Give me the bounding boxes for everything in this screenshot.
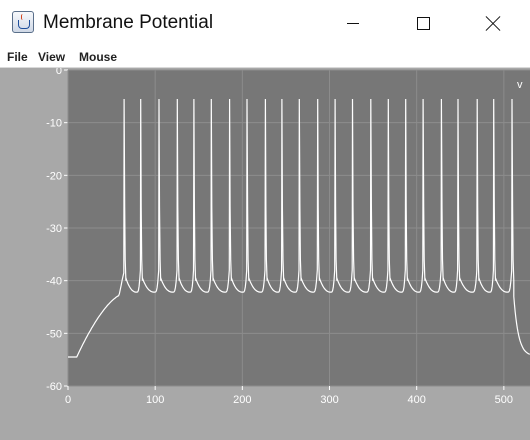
y-tick-label: -20	[46, 170, 62, 182]
x-tick-label: 0	[65, 394, 71, 406]
x-tick-label: 300	[320, 394, 338, 406]
title-bar: Membrane Potential	[0, 0, 530, 46]
close-button[interactable]	[470, 0, 516, 46]
menu-mouse[interactable]: Mouse	[79, 50, 118, 64]
close-icon	[485, 15, 501, 31]
maximize-icon	[416, 16, 430, 30]
y-tick-label: -60	[46, 381, 62, 393]
x-tick-label: 400	[407, 394, 425, 406]
membrane-potential-trace	[68, 98, 530, 358]
maximize-button[interactable]	[400, 0, 446, 46]
x-tick-label: 500	[495, 394, 513, 406]
y-tick-label: -10	[46, 118, 62, 130]
menu-bar: File View Mouse	[0, 46, 530, 68]
java-cup-icon[interactable]	[12, 11, 34, 33]
y-tick-label: -50	[46, 328, 62, 340]
y-tick-label: 0	[56, 68, 62, 77]
menu-view[interactable]: View	[38, 50, 66, 64]
x-tick-label: 200	[233, 394, 251, 406]
y-tick-label: -30	[46, 223, 62, 235]
x-tick-label: 100	[146, 394, 164, 406]
y-tick-label: -40	[46, 276, 62, 288]
minimize-icon	[347, 22, 359, 24]
menu-file[interactable]: File	[7, 50, 28, 64]
window-title: Membrane Potential	[43, 12, 214, 33]
minimize-button[interactable]	[330, 0, 376, 46]
chart-panel: 0 -10 -20 -30 -40 -50 -60 0 100 200 300 400 500 v	[0, 68, 530, 440]
trace-label: v	[517, 79, 523, 91]
